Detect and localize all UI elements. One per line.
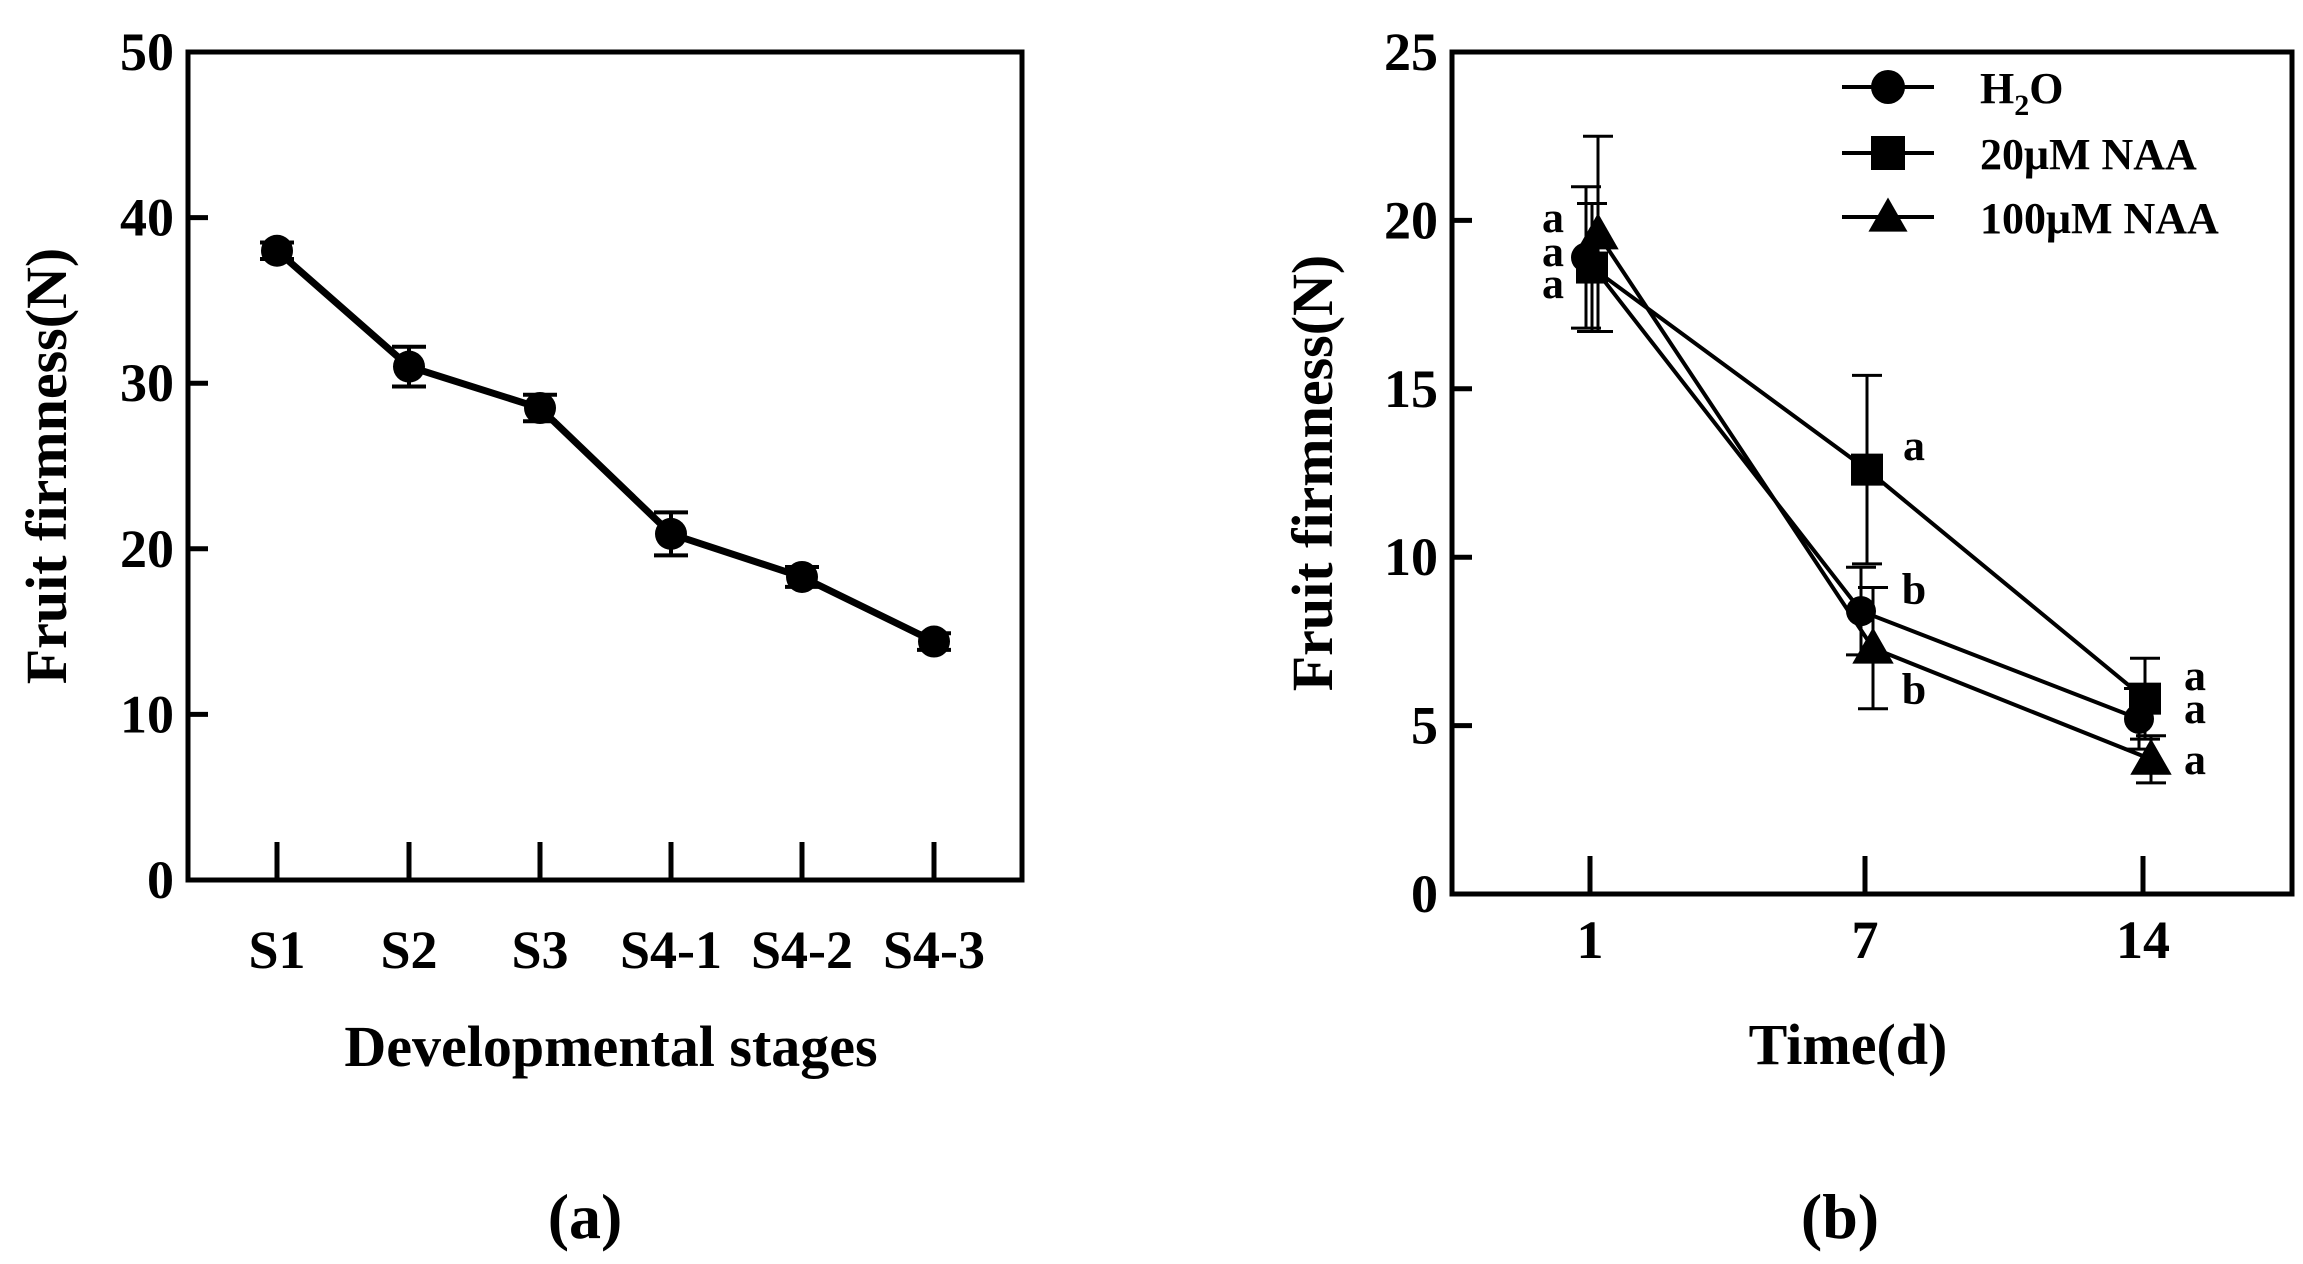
significance-letter: a <box>1542 193 1564 242</box>
y-tick-label: 30 <box>120 353 174 413</box>
y-tick-label: 0 <box>1411 864 1438 924</box>
data-point <box>2129 682 2161 715</box>
significance-letter: b <box>1902 665 1926 714</box>
legend-label-main: H <box>1980 64 2014 113</box>
x-axis-title: Developmental stages <box>344 1014 877 1079</box>
y-tick-label: 50 <box>120 22 174 82</box>
significance-letter: a <box>1542 227 1564 276</box>
significance-letter: a <box>2184 651 2206 700</box>
x-axis-title: Time(d) <box>1749 1012 1948 1077</box>
panel-label: (a) <box>548 1181 623 1252</box>
data-point <box>393 350 425 383</box>
data-point <box>1576 251 1608 284</box>
y-tick-label: 40 <box>120 188 174 248</box>
legend-marker <box>1871 136 1905 170</box>
x-tick-label: 14 <box>2116 910 2170 970</box>
legend-label-tail: O <box>2029 64 2063 113</box>
y-tick-label: 20 <box>120 519 174 579</box>
legend-label: H2O <box>1980 64 2063 122</box>
x-tick-label: S3 <box>511 920 568 980</box>
data-point <box>1577 213 1619 250</box>
y-tick-label: 5 <box>1411 696 1438 756</box>
y-tick-label: 10 <box>1384 527 1438 587</box>
data-point <box>2130 738 2172 775</box>
legend-marker <box>1868 197 1908 232</box>
x-tick-label: S1 <box>248 920 305 980</box>
plot-frame <box>1449 49 2295 897</box>
y-tick-label: 15 <box>1384 359 1438 419</box>
legend: H2O 20μM NAA 100μM NAA <box>1842 64 2219 243</box>
data-point <box>786 560 818 593</box>
x-tick-label: 7 <box>1852 910 1879 970</box>
legend-marker <box>1871 70 1905 104</box>
series-line <box>274 248 936 645</box>
legend-label: 100μM NAA <box>1980 194 2219 243</box>
y-axis-title: Fruit firmness(N) <box>1280 255 1345 692</box>
x-tick-label: 1 <box>1577 910 1604 970</box>
panel-label: (b) <box>1801 1181 1879 1252</box>
x-tick-label: S4-1 <box>620 920 722 980</box>
y-tick-label: 10 <box>120 684 174 744</box>
significance-letter: a <box>1542 259 1564 308</box>
y-tick-label: 25 <box>1384 22 1438 82</box>
panel-a: 0 10 20 30 40 50 S1 S2 S3 S4-1 S4-2 S4-3Development… <box>14 22 1025 1252</box>
legend-label: 20μM NAA <box>1980 130 2197 179</box>
x-tick-label: S4-2 <box>751 920 853 980</box>
data-point <box>1852 627 1894 664</box>
x-tick-label: S4-3 <box>883 920 985 980</box>
y-axis-title: Fruit firmness(N) <box>14 248 79 685</box>
data-point <box>918 625 950 658</box>
plot-frame <box>185 49 1025 883</box>
data-point <box>524 392 556 425</box>
x-tick-label: S2 <box>380 920 437 980</box>
significance-letter: a <box>2184 684 2206 733</box>
panel-b: 0 5 10 15 20 25 1 7 14 Time(d) Fruit firmness(N) a b… <box>1280 22 2295 1252</box>
significance-letter: b <box>1902 565 1926 614</box>
data-point <box>1851 453 1883 486</box>
significance-letter: a <box>2184 735 2206 784</box>
y-tick-label: 20 <box>1384 190 1438 250</box>
legend-label-sub: 2 <box>2014 89 2029 122</box>
y-tick-label: 0 <box>147 850 174 910</box>
significance-letter: a <box>1903 421 1925 470</box>
series-group <box>1577 134 2172 785</box>
data-point <box>655 517 687 550</box>
data-point <box>261 234 293 267</box>
